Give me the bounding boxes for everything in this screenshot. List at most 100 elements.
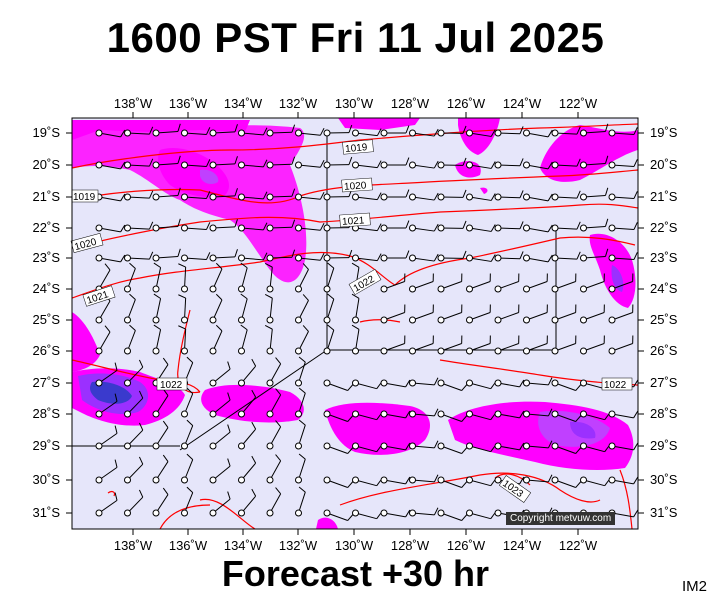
lat-label: 29˚S <box>650 438 678 453</box>
wind-barb <box>295 263 309 293</box>
axis-ticks <box>66 112 644 535</box>
wind-barb <box>437 273 463 293</box>
wind-barb <box>95 459 118 484</box>
wind-barb <box>580 248 609 262</box>
wind-barb <box>380 304 406 324</box>
lat-label: 22˚S <box>650 220 678 235</box>
wind-barb <box>437 250 467 262</box>
wind-barb <box>295 325 309 355</box>
wind-barb <box>152 218 181 232</box>
wind-barb <box>466 224 496 232</box>
wind-barb <box>380 220 410 232</box>
wind-barb <box>523 254 553 263</box>
wind-barb <box>295 191 325 201</box>
wind-barb <box>266 249 296 262</box>
wind-barb <box>409 304 434 324</box>
wind-barb <box>551 442 582 454</box>
lat-label: 28˚S <box>650 406 678 421</box>
wind-barb <box>551 221 581 232</box>
lat-label: 30˚S <box>33 472 61 487</box>
wind-barb <box>580 187 609 201</box>
wind-barb <box>380 509 411 518</box>
wind-barb <box>608 410 638 419</box>
isobar-lines <box>72 123 638 529</box>
wind-barb <box>437 125 467 137</box>
wind-barb <box>494 273 520 293</box>
wind-barb <box>238 455 257 484</box>
wind-barb <box>209 324 223 355</box>
lat-label: 28˚S <box>33 406 61 421</box>
wind-barb <box>608 127 638 137</box>
wind-barb <box>523 129 553 138</box>
wind-barb <box>323 442 354 454</box>
wind-barb <box>152 487 169 517</box>
wind-barb <box>178 325 188 355</box>
wind-barb <box>124 126 154 137</box>
wind-barb <box>580 155 609 169</box>
wind-barb <box>295 127 325 137</box>
wind-barb <box>523 193 553 202</box>
wind-barb <box>238 324 248 355</box>
wind-barb <box>551 335 577 355</box>
wind-barb <box>409 192 439 201</box>
wind-barb <box>494 221 524 232</box>
wind-barb <box>181 191 211 201</box>
wind-barb <box>264 263 274 293</box>
wind-barb <box>95 254 126 263</box>
wind-barb <box>380 157 410 169</box>
wind-barb <box>209 424 231 450</box>
wind-barb <box>352 128 382 137</box>
wind-barb <box>466 509 496 520</box>
lat-label: 19˚S <box>650 125 678 140</box>
lon-label: 136˚W <box>169 538 208 553</box>
lat-label: 22˚S <box>33 220 61 235</box>
wind-barb <box>437 476 468 488</box>
wind-barb <box>209 219 238 232</box>
lat-label: 24˚S <box>33 281 61 296</box>
lat-label: 26˚S <box>33 343 61 358</box>
wind-barb <box>181 222 211 232</box>
wind-barb <box>352 160 382 169</box>
isobar-label-1019-top: 1019 <box>342 139 374 155</box>
wind-barb <box>323 262 335 293</box>
wind-barb <box>295 387 306 418</box>
lat-label: 27˚S <box>33 375 61 390</box>
wind-barb <box>152 324 162 355</box>
wind-barb <box>523 474 553 484</box>
wind-barb <box>266 188 296 201</box>
wind-barb <box>95 224 126 233</box>
lat-label: 21˚S <box>33 189 61 204</box>
wind-barb <box>409 377 439 387</box>
wind-barb <box>95 425 118 450</box>
wind-barb <box>266 487 282 517</box>
wind-barb <box>409 223 439 232</box>
wind-barb <box>238 222 268 232</box>
svg-text:1021: 1021 <box>342 215 365 228</box>
wind-barb <box>352 192 382 201</box>
wind-barb <box>323 324 335 355</box>
lon-label: 132˚W <box>279 538 318 553</box>
wind-barb <box>323 509 354 521</box>
wind-barb <box>181 486 194 517</box>
wind-barb <box>466 161 496 169</box>
wind-barb <box>209 491 231 517</box>
wind-barb <box>352 476 382 487</box>
wind-barb <box>580 410 610 421</box>
wind-barb <box>266 156 296 169</box>
wind-barb <box>238 389 257 418</box>
wind-barb <box>152 123 181 137</box>
wind-barb <box>494 126 524 137</box>
lon-label: 130˚W <box>335 538 374 553</box>
wind-barb <box>523 440 553 450</box>
wind-barb <box>323 379 354 391</box>
wind-barb <box>124 422 144 450</box>
wind-barb <box>295 453 306 484</box>
wind-barb <box>380 379 411 388</box>
wind-barb <box>466 129 496 137</box>
wind-barb <box>238 358 257 387</box>
svg-text:1022: 1022 <box>160 380 183 391</box>
lat-label: 25˚S <box>650 312 678 327</box>
wind-barb <box>209 361 231 387</box>
lon-label: 134˚W <box>224 96 263 111</box>
wind-barb <box>466 273 491 293</box>
